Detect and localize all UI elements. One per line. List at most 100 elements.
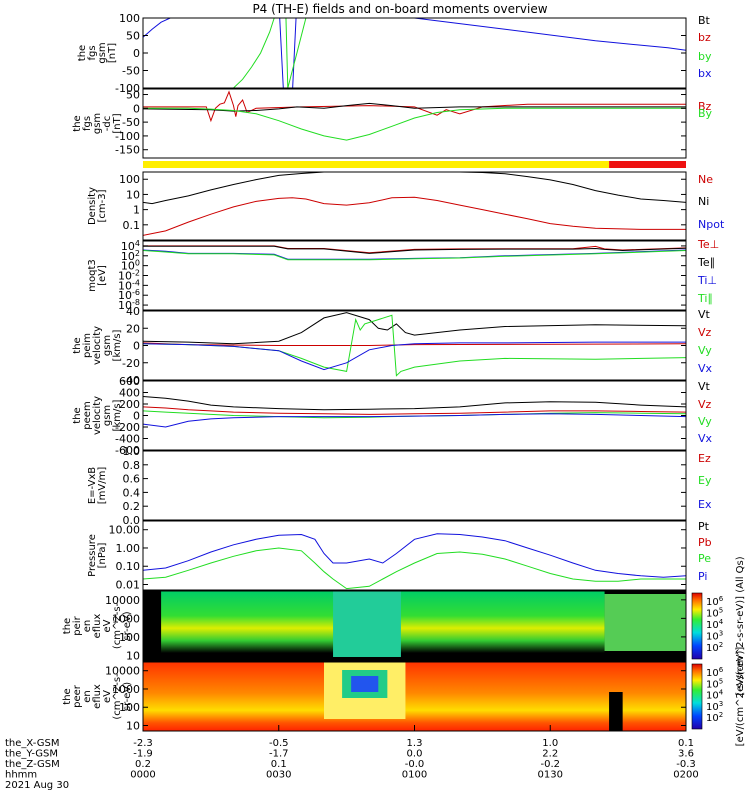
colorbar-tick-label: 104 [706,618,724,631]
y-axis-label: Pressure [87,534,98,577]
legend-entry: Bz [698,100,712,113]
y-axis-label: gsm [92,113,103,134]
y-tick-label: -200 [115,421,140,434]
legend-entry: Ni [698,195,709,208]
x-tick-label: -1.9 [133,749,153,760]
colorbar-tick-label: 106 [706,595,724,608]
colorbar-scale [691,592,703,660]
colorbar-scale [691,663,703,730]
y-tick-label: -100 [115,130,140,143]
colorbar-tick-label: 105 [706,677,723,690]
x-row-label: the_X-GSM [5,738,59,749]
legend-moqt3: Te⊥ Te∥ Ti⊥ Ti∥ [697,238,719,305]
y-tick-label: 100 [121,259,140,273]
y-tick-label: 10.00 [109,524,141,537]
y-axis-label: -dc [102,116,113,131]
spectrogram-peer_en_eflux [143,662,686,731]
series-line-Vz [143,406,686,415]
legend-entry: Vx [698,362,713,375]
y-axis-label: eflux [92,684,103,709]
y-tick-label: 1 [133,204,140,217]
y-axis-label: [mV/m] [97,467,108,505]
mode-bar-fast [609,161,686,168]
series-line-Te∥ [143,245,686,254]
y-tick-label: 0.6 [123,473,141,486]
y-tick-label: 10-4 [118,278,140,292]
x-tick-label: -0.0 [405,759,425,770]
legend-entry: bx [698,67,712,80]
series-line-by [233,18,307,88]
y-axis-label: [cm-3] [97,189,108,222]
legend-entry: Vy [698,344,712,357]
lines-fgs_gsm [143,18,686,88]
legend-entry: Ex [698,498,712,511]
y-tick-label: 10000 [105,665,140,678]
y-axis-label: the [77,45,88,61]
y-tick-label: 0.01 [116,579,141,592]
y-tick-label: 400 [119,387,140,400]
x-tick-label: -2.3 [133,738,153,749]
legend-entry: Vt [698,308,711,321]
y-axis-label: gsm [102,335,113,356]
x-tick-label: 1.0 [542,738,558,749]
spectrogram-background [143,662,686,731]
legend-density: Ne Ni Npot [698,173,725,231]
y-tick-label: -40 [122,374,140,387]
y-axis-label: the [62,618,73,634]
x-tick-label: 0.2 [135,759,151,770]
legend-entry: Ey [698,474,712,487]
panel-frame [142,88,687,159]
y-axis-label: peer [72,684,83,708]
y-tick-label: 10-8 [118,298,140,312]
panel-frame [142,17,687,89]
spectrogram-core [333,591,401,657]
y-tick-label: -50 [122,65,140,78]
y-tick-label: 0.10 [116,560,141,573]
y-tick-label: 0.1 [123,219,141,232]
y-tick-label: -100 [115,82,140,95]
colorbar-label: [eV/(cm^2-s-sr-eV)] (All Qs) [735,556,746,695]
series-line-Pe [143,547,686,590]
legend-peim_velocity_gsm: Vt Vz Vy Vx [698,308,713,375]
y-tick-label: 1000 [112,612,140,625]
y-axis-label: velocity [92,396,103,435]
series-line-Ti∥ [143,250,686,261]
series-line-Vx [143,341,686,371]
y-axis-label: (cm^2-s- [112,673,123,720]
colorbar-tick-label: 103 [706,630,723,643]
series-line-Vy [143,410,686,419]
y-tick-label: -600 [115,444,140,457]
x-tick-label: 1.3 [407,738,423,749]
y-tick-label: 20 [126,322,140,335]
legend-fgs_gsm: Bt bz by bx [698,14,712,80]
y-tick-label: 600 [119,375,140,388]
legend-entry: Vt [698,380,711,393]
y-axis-label: peem [82,401,93,429]
legend-entry: bz [698,31,711,44]
y-tick-label: 10000 [105,594,140,607]
y-axis-label: the [72,115,83,131]
y-axis-label: E=-VxB [87,467,98,504]
colorbar-tick-label: 102 [706,711,723,724]
panel-frame [142,171,687,241]
y-tick-label: 100 [119,173,140,186]
y-axis-label: Density [87,187,98,225]
y-tick-label: 1.0 [123,445,141,458]
legend-peem_velocity_gsm: Vt Vz Vy Vx [698,380,713,445]
panel-density: 100 10 1 0.1 Density [cm-3] Ne Ni Npot [87,171,725,241]
x-row-label: hhmm [5,770,37,781]
x-tick-label: 0.0 [407,749,423,760]
panel-pressure: 10.00 1.00 0.10 0.01 Pressure [nPa] Pt Pb Pe Pi [87,520,712,592]
y-tick-label: 10-2 [118,269,140,283]
y-axis-label: the [62,688,73,704]
lines-density [143,172,686,236]
legend-entry: Vz [698,326,712,339]
colorbar-tick-label: 105 [706,607,723,620]
x-row-label: the_Z-GSM [5,759,60,770]
y-axis-label: [nT] [112,113,123,133]
legend-entry: Ez [698,452,711,465]
